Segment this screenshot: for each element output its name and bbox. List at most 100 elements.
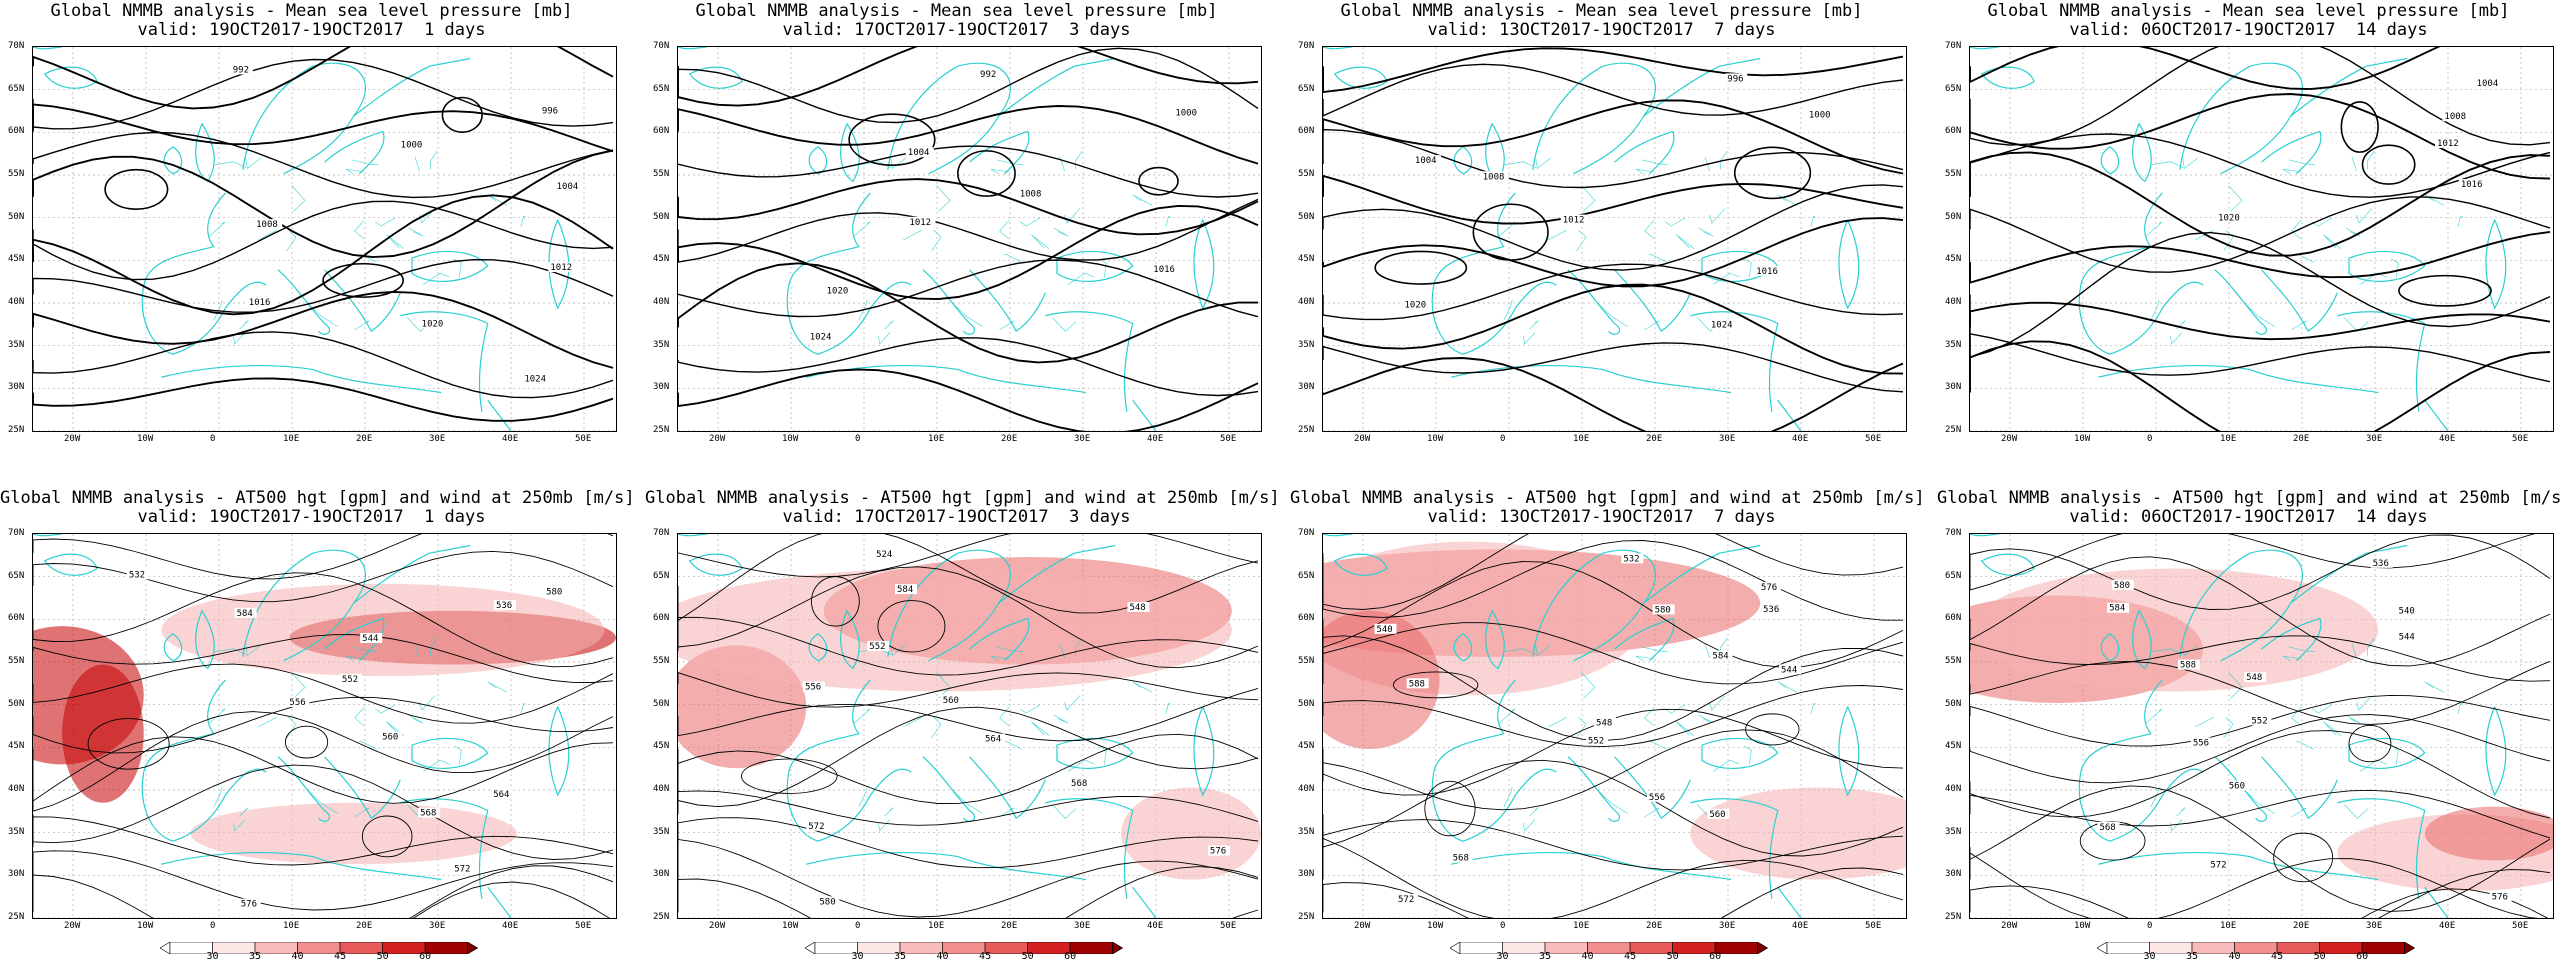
border-layer <box>1498 637 1816 832</box>
coastline-segment <box>324 617 385 662</box>
border-segment <box>2145 708 2163 724</box>
isoline <box>1323 217 1904 288</box>
isoline-label: 580 <box>1655 605 1671 615</box>
colorbar-tick-label: 30 <box>1496 951 1509 962</box>
border-segment <box>858 299 868 320</box>
border-segment <box>1503 786 1513 807</box>
lon-tick-label: 20E <box>1001 434 1018 444</box>
lat-tick-label: 40N <box>8 784 25 794</box>
lat-tick-label: 65N <box>653 83 670 94</box>
coastline-segment <box>400 311 489 412</box>
isoline <box>678 866 1259 918</box>
wind-speed-colorbar: 30 35 40 45 50 60 <box>159 939 490 962</box>
isoline <box>678 337 1259 397</box>
border-segment <box>2170 332 2183 345</box>
lat-tick-label: 70N <box>8 528 25 538</box>
coastline-segment <box>2098 364 2379 394</box>
lon-tick-label: 10E <box>283 434 300 444</box>
isoline <box>678 838 1259 918</box>
lat-tick-label: 25N <box>1298 912 1315 922</box>
lon-tick-label: 20E <box>356 921 373 931</box>
isoline-label-bg <box>452 863 475 874</box>
coastline-segment <box>969 617 1030 662</box>
isoline <box>678 368 1259 431</box>
lon-tick-label: 40E <box>502 921 519 931</box>
isoline <box>1323 759 1904 857</box>
colorbar-tick-label: 45 <box>334 951 347 962</box>
isoline <box>33 696 614 754</box>
coastline-segment <box>2100 633 2120 662</box>
lon-tick-label: 30E <box>1719 434 1736 444</box>
closed-isoline <box>1733 146 1812 200</box>
isoline-label-bg <box>493 600 516 611</box>
border-segment <box>931 716 942 739</box>
isoline <box>1970 534 2551 610</box>
border-segment <box>2291 706 2302 727</box>
coastline-segment <box>1838 706 1860 797</box>
lon-tick-label: 0 <box>2147 921 2153 931</box>
coastline-segment <box>1614 756 1691 820</box>
lat-tick-label: 35N <box>8 339 25 350</box>
lat-tick-label: 50N <box>653 698 670 709</box>
border-segment <box>2145 221 2163 237</box>
border-segment <box>345 655 365 661</box>
lat-tick-label: 55N <box>1945 169 1962 179</box>
coastline-segment <box>1431 192 1557 355</box>
lon-tick-label: 40E <box>1792 434 1809 444</box>
lat-tick-label: 50N <box>8 211 25 222</box>
isoline-label: 556 <box>805 683 821 693</box>
border-segment <box>359 254 377 263</box>
isoline-label-bg <box>1585 735 1608 746</box>
border-segment <box>2360 272 2387 285</box>
isoline-label: 584 <box>1712 651 1728 661</box>
lon-tick-label: 50E <box>2512 921 2529 931</box>
border-segment <box>1504 648 1537 655</box>
lat-tick-label: 65N <box>653 570 670 581</box>
coastline-segment <box>163 633 183 662</box>
border-segment <box>853 708 871 724</box>
lat-tick-label: 50N <box>653 211 670 222</box>
border-segment <box>2151 161 2184 168</box>
isoline-label: 576 <box>1761 583 1777 593</box>
coastline-segment <box>2337 311 2426 412</box>
isoline-label: 1004 <box>2477 79 2499 89</box>
map-panel-z500-1d: Global NMMB analysis - AT500 hgt [gpm] a… <box>0 487 635 962</box>
coastline-segment <box>2337 798 2426 899</box>
lat-tick-label: 35N <box>1945 339 1962 350</box>
isoline <box>678 178 1259 236</box>
coastline-segment <box>2100 146 2120 175</box>
border-segment <box>2182 644 2199 657</box>
lon-tick-label: 20E <box>1001 921 1018 931</box>
isoline-label: 536 <box>496 601 512 611</box>
border-segment <box>1664 704 1686 714</box>
border-segment <box>878 332 891 345</box>
isoline-label: 568 <box>1453 854 1469 864</box>
border-segment <box>903 717 922 728</box>
border-segment <box>245 157 262 170</box>
isoline <box>678 687 1259 742</box>
coastline-segment <box>2132 609 2152 670</box>
colorbar-tick-label: 30 <box>851 951 864 962</box>
jet-core <box>1121 787 1261 880</box>
coastline-layer <box>1970 534 2507 918</box>
lat-tick-label: 35N <box>1945 826 1962 837</box>
isoline <box>678 47 1259 124</box>
isoline-label: 1004 <box>908 148 930 158</box>
isoline <box>33 58 614 130</box>
border-segment <box>1777 194 1798 206</box>
border-segment <box>1523 819 1536 832</box>
isoline-label-bg <box>2442 111 2471 122</box>
panel-title: Global NMMB analysis - AT500 hgt [gpm] a… <box>645 488 1280 508</box>
isoline-labels: 996 1000 1004 1008 1012 1016 1020 1024 <box>1402 73 1835 331</box>
isoline-label: 992 <box>980 70 996 80</box>
isoline <box>1970 333 2551 383</box>
isoline-label: 996 <box>542 107 558 117</box>
lat-tick-label: 30N <box>1945 382 1962 393</box>
isoline-label-bg <box>254 219 283 230</box>
lat-tick-label: 70N <box>1945 41 1962 51</box>
border-segment <box>245 644 262 657</box>
isoline-label-bg <box>806 820 829 831</box>
coastline-segment <box>161 364 442 394</box>
coastline-segment <box>242 62 366 175</box>
lat-tick-label: 60N <box>1298 613 1315 624</box>
